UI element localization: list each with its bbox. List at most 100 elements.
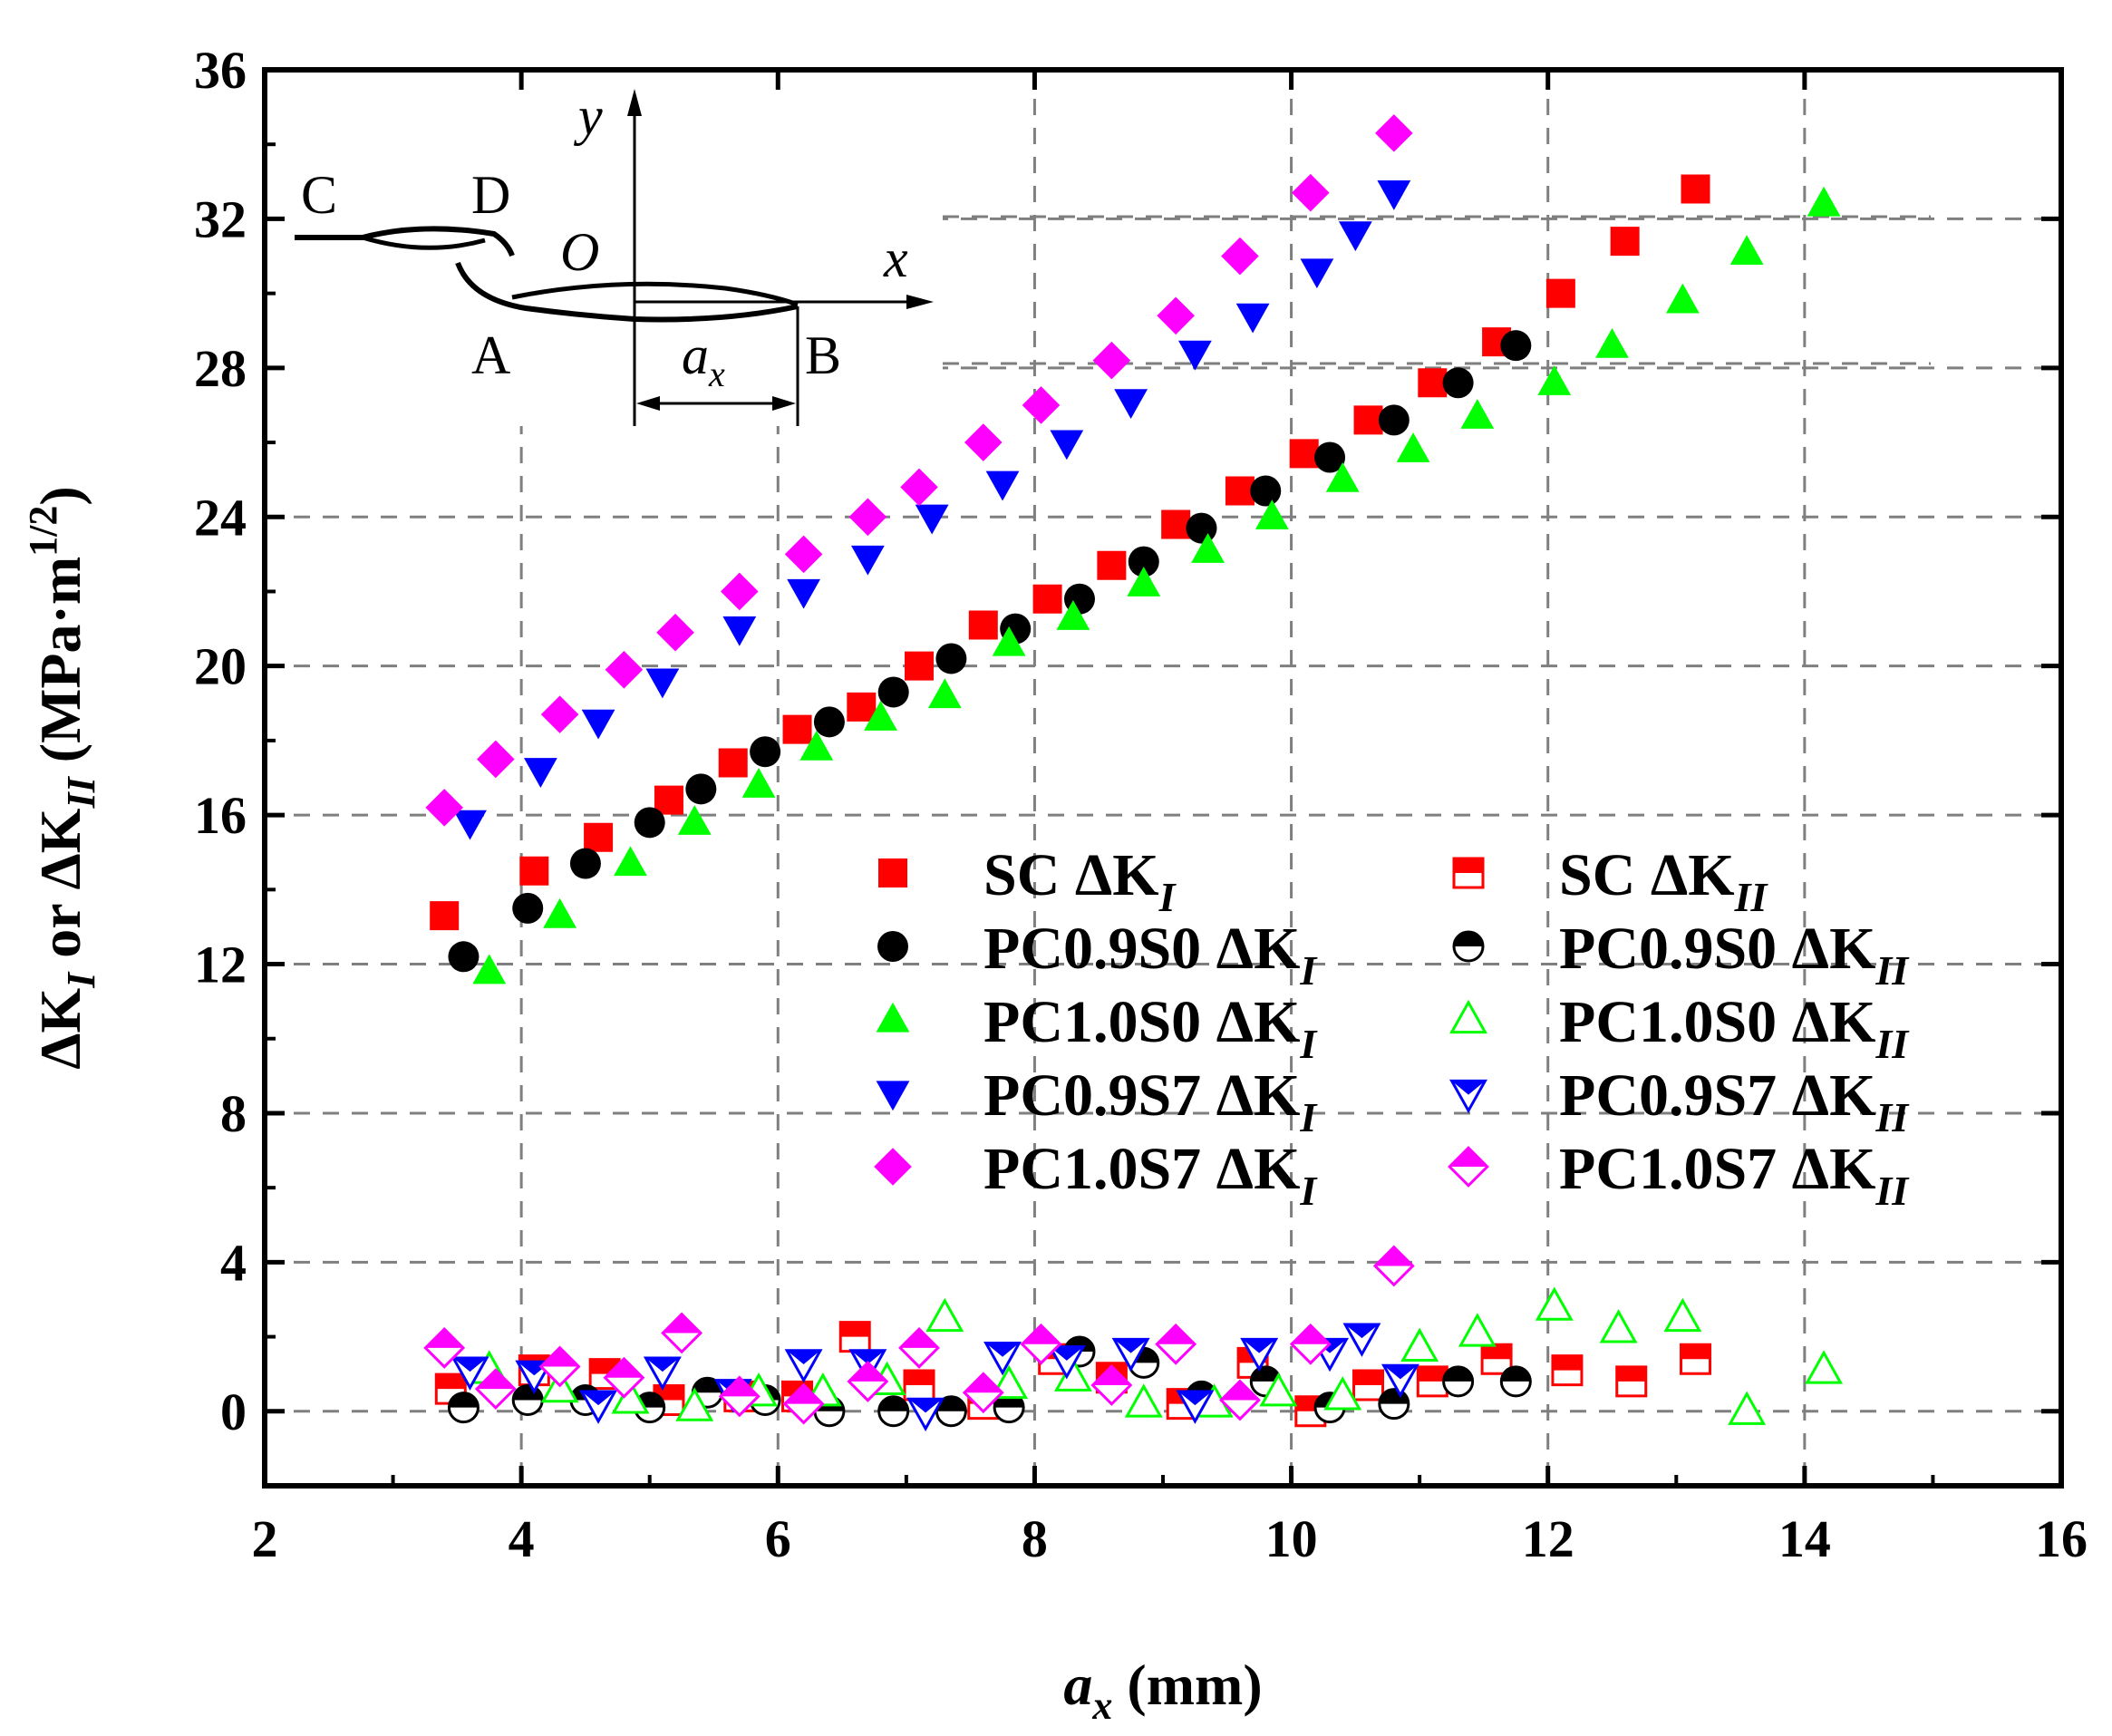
data-point-shape [1665, 283, 1700, 314]
crack-cd [295, 226, 515, 257]
data-point-outline [450, 1356, 489, 1391]
data-point-shape [927, 678, 962, 709]
legend-label: PC0.9S7 ΔKI [983, 1062, 1318, 1140]
data-point [579, 1390, 618, 1424]
data-point [782, 1382, 825, 1425]
x-tick-label: 12 [1522, 1509, 1574, 1568]
data-point [1595, 327, 1629, 358]
y-tick-label: 4 [220, 1233, 247, 1292]
data-point [538, 1345, 581, 1388]
data-point-half [908, 1399, 943, 1413]
legend-marker [874, 1148, 912, 1186]
data-point [1235, 303, 1270, 334]
data-point [722, 616, 757, 646]
data-point-shape [569, 848, 601, 879]
data-point-half [605, 1358, 644, 1378]
data-point-half [905, 1371, 935, 1386]
data-point-shape [877, 676, 909, 708]
data-point-shape [992, 626, 1026, 656]
data-point [448, 941, 480, 973]
data-point-shape [1442, 367, 1474, 399]
data-point-shape [611, 1380, 650, 1414]
y-tick-label: 12 [194, 936, 247, 994]
data-point [1157, 296, 1195, 335]
data-point-shape [1375, 114, 1413, 152]
data-point-shape [915, 504, 949, 535]
data-point [850, 545, 885, 576]
inset-label-b: B [805, 325, 841, 385]
data-point-shape [543, 897, 577, 928]
legend-label: PC1.0S7 ΔKI [983, 1136, 1318, 1214]
legend-marker-half [1454, 858, 1483, 873]
data-point-shape [1400, 1327, 1439, 1363]
data-point [1610, 227, 1640, 257]
data-point-shape [1225, 476, 1255, 506]
data-point [1499, 1365, 1532, 1398]
data-point [1300, 258, 1334, 289]
data-point-shape [1161, 509, 1191, 539]
data-point [1442, 367, 1474, 399]
data-point-shape [848, 498, 887, 537]
data-point [1458, 1313, 1497, 1347]
data-point [847, 1360, 889, 1402]
data-point-shape [1289, 439, 1319, 469]
legend-entry: PC1.0S7 ΔKI [874, 1136, 1318, 1214]
data-point [611, 1380, 650, 1414]
data-point [1114, 389, 1148, 420]
data-point-shape [425, 789, 463, 827]
data-point-shape [519, 856, 549, 886]
legend-marker [1448, 1146, 1489, 1188]
data-point-shape [1681, 174, 1710, 204]
data-point [1599, 1309, 1638, 1343]
legend-entry: PC1.0S0 ΔKI [876, 989, 1318, 1067]
data-point [645, 668, 680, 699]
data-point-shape [900, 468, 938, 507]
data-point-shape [1114, 389, 1148, 420]
data-point-half [964, 1373, 1003, 1393]
data-point [1400, 1327, 1439, 1363]
data-point-shape [1255, 499, 1289, 529]
data-point-shape [1250, 475, 1282, 507]
data-point [838, 1321, 871, 1353]
data-point [1680, 1343, 1712, 1375]
data-point [1807, 186, 1841, 217]
data-point [1191, 533, 1225, 563]
data-point-shape [799, 730, 834, 761]
data-point-shape [581, 709, 615, 740]
data-point [447, 1392, 480, 1424]
data-point-half [1157, 1325, 1195, 1344]
data-point-half [513, 1385, 543, 1401]
data-point [1289, 1323, 1332, 1365]
data-point [813, 706, 845, 738]
data-point-shape [1545, 278, 1575, 308]
data-point [962, 1372, 1004, 1414]
data-point-half [1177, 1391, 1212, 1406]
data-point [1128, 546, 1159, 577]
legend-marker-shape [1449, 999, 1487, 1034]
data-point [511, 1383, 544, 1416]
legend-marker-half [1449, 1148, 1487, 1167]
data-point [905, 651, 935, 681]
legend-marker-half [1451, 1081, 1486, 1095]
data-point-shape [430, 901, 460, 931]
data-point-shape [1377, 180, 1411, 210]
data-point-shape [1599, 1309, 1638, 1343]
data-point-shape [512, 892, 544, 924]
data-point-shape [1300, 258, 1334, 289]
data-point-shape [584, 822, 614, 852]
data-point [691, 1376, 723, 1409]
data-point [1090, 1364, 1133, 1406]
data-point [425, 789, 463, 827]
data-point-shape [718, 748, 748, 778]
data-point-shape [1396, 432, 1430, 462]
data-point-half [453, 1357, 487, 1372]
data-point [1378, 1388, 1410, 1421]
data-point-shape [1458, 1313, 1497, 1347]
data-point [750, 736, 781, 768]
data-point-half [840, 1322, 870, 1337]
data-point-shape [813, 706, 845, 738]
data-point [927, 678, 962, 709]
